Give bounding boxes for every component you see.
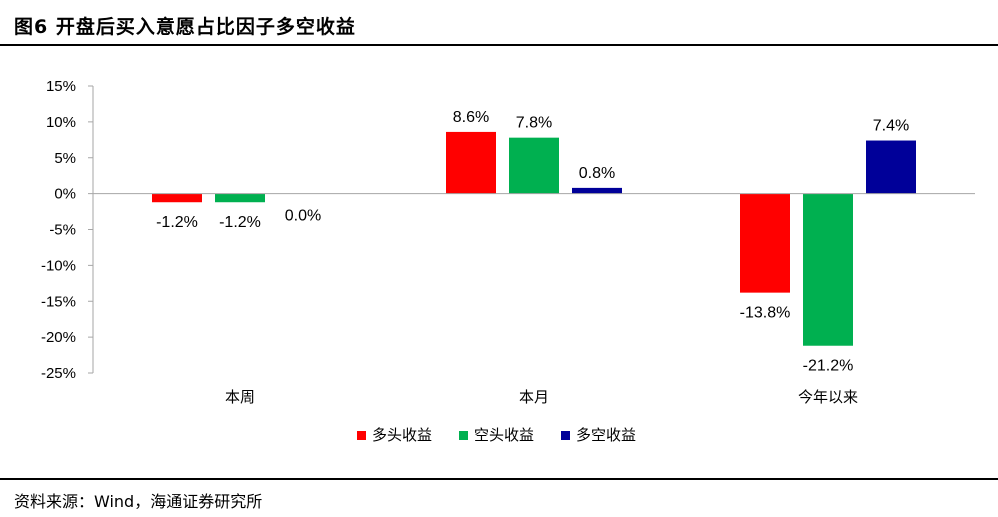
data-label: -1.2% <box>156 214 198 231</box>
y-tick-label: 0% <box>54 186 76 203</box>
title-bar: 图6 开盘后买入意愿占比因子多空收益 <box>0 0 998 46</box>
legend-label: 多头收益 <box>372 426 432 444</box>
footer-rule <box>0 478 998 480</box>
data-label: 7.8% <box>516 115 552 132</box>
x-category-label: 本月 <box>519 388 549 406</box>
bar <box>215 193 265 203</box>
legend-swatch <box>357 431 366 440</box>
data-label: -21.2% <box>803 358 854 375</box>
data-label: -1.2% <box>219 214 261 231</box>
y-tick-label: -15% <box>41 293 76 310</box>
figure-title: 图6 开盘后买入意愿占比因子多空收益 <box>14 16 356 38</box>
data-label: 7.4% <box>873 118 909 135</box>
y-tick-label: 5% <box>54 150 76 167</box>
bar-chart: 15% 10% 5% 0% -5% -10% -15% -20% -25% -1.2% -1.2% 0… <box>41 78 975 444</box>
source-note: 资料来源：Wind，海通证券研究所 <box>14 492 263 511</box>
bar <box>740 193 790 293</box>
bar <box>803 193 853 346</box>
title-rule <box>0 44 998 46</box>
legend-label: 多空收益 <box>576 426 636 444</box>
legend-label: 空头收益 <box>474 426 534 444</box>
y-tick-label: 10% <box>46 114 76 131</box>
bar <box>509 137 559 194</box>
data-label: 0.0% <box>285 208 321 225</box>
legend-swatch <box>459 431 468 440</box>
legend-swatch <box>561 431 570 440</box>
y-tick-label: -10% <box>41 257 76 274</box>
data-label: 8.6% <box>453 109 489 126</box>
data-label: 0.8% <box>579 165 615 182</box>
x-category-label: 今年以来 <box>798 388 858 406</box>
bar <box>152 193 202 203</box>
x-category-label: 本周 <box>225 388 255 406</box>
data-label: -13.8% <box>740 305 791 322</box>
bar <box>446 131 496 194</box>
bar <box>572 187 622 194</box>
y-tick-label: -20% <box>41 329 76 346</box>
bar <box>866 140 916 194</box>
y-tick-label: -25% <box>41 365 76 382</box>
y-tick-label: -5% <box>49 222 76 239</box>
y-tick-label: 15% <box>46 78 76 95</box>
